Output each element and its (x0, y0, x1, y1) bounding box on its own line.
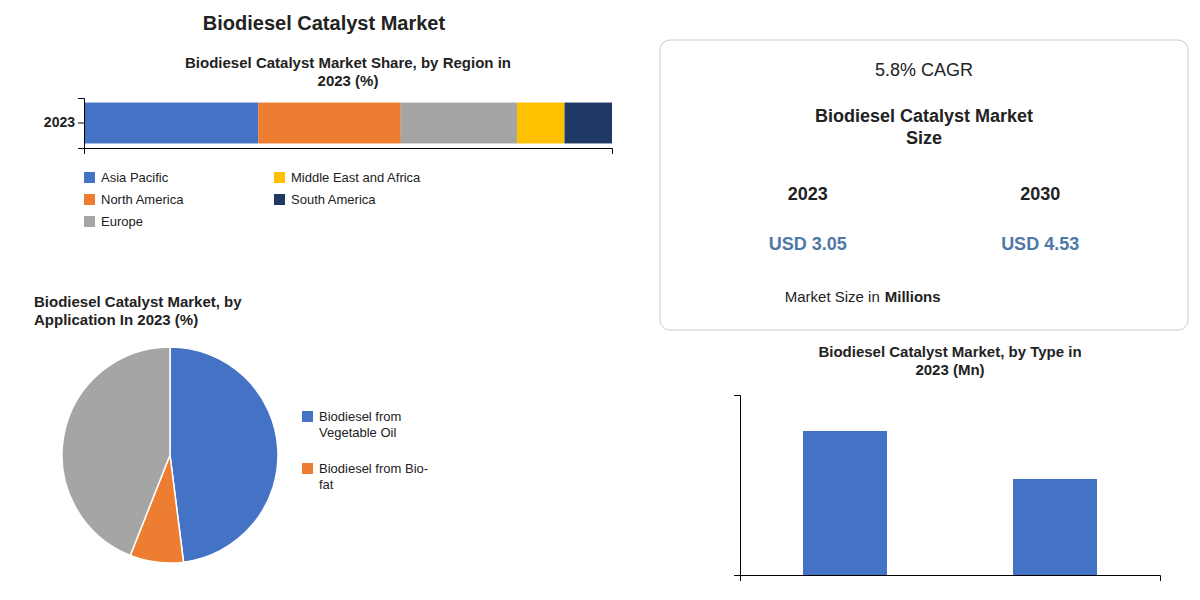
chart-title-line: Biodiesel Catalyst Market Share, by Regi… (185, 54, 511, 71)
chart-kpi: 5.8% CAGR Biodiesel Catalyst MarketSize 20… (660, 40, 1188, 330)
tick-mark (78, 123, 84, 124)
chart-title-line: Size (906, 128, 942, 148)
chart-svg: Biodiesel Catalyst MarketBiodiesel Catal… (0, 0, 1200, 600)
legend-swatch (302, 411, 313, 422)
bar-segment (564, 103, 612, 144)
legend-swatch (274, 194, 285, 205)
pie-slice (62, 347, 170, 555)
legend-swatch (84, 172, 95, 183)
legend-swatch (274, 172, 285, 183)
bar-segment (401, 103, 517, 144)
legend-label-line: Vegetable Oil (319, 425, 396, 440)
main-title: Biodiesel Catalyst Market (203, 12, 446, 34)
pie-slice (170, 347, 278, 562)
annotation: Millions (885, 288, 941, 305)
chart-title: Biodiesel Catalyst Market, byApplication… (34, 293, 242, 328)
legend-label-line: Biodiesel from Bio- (319, 461, 428, 476)
axis-line (78, 99, 85, 149)
legend: Biodiesel fromVegetable OilBiodiesel fro… (302, 409, 428, 492)
axis-line (734, 396, 741, 576)
legend-label: South America (291, 192, 376, 207)
legend-label: Biodiesel fromVegetable Oil (319, 409, 401, 440)
category-label: 2023 (788, 184, 828, 204)
annotation: Market Size in (785, 288, 880, 305)
legend-swatch (302, 463, 313, 474)
bar-segment (84, 103, 258, 144)
bar (803, 431, 887, 575)
chart-title-line: Biodiesel Catalyst Market (815, 106, 1033, 126)
legend-label: Middle East and Africa (291, 170, 421, 185)
legend-label: Biodiesel from Bio-fat (319, 461, 428, 492)
x-axis (85, 149, 613, 155)
legend: Asia Pacific North America Europe Middle Ea… (84, 170, 421, 229)
chart-title-line: Application In 2023 (%) (34, 311, 198, 328)
chart-title-line: Biodiesel Catalyst Market, by Type in (818, 343, 1081, 360)
y-axis: 2023 (44, 99, 85, 149)
data-label: USD 4.53 (1001, 234, 1079, 254)
subtitle: 5.8% CAGR (875, 60, 973, 80)
chart-bar: Biodiesel Catalyst Market Share, by Regi… (44, 54, 613, 229)
bar-segment (258, 103, 401, 144)
chart-bar: Biodiesel Catalyst Market, by Type in202… (734, 343, 1161, 581)
plot-area (62, 347, 278, 563)
category-label: 2030 (1020, 184, 1060, 204)
chart-title: Biodiesel Catalyst MarketSize (815, 106, 1033, 148)
bar (1013, 479, 1097, 575)
legend-label-line: fat (319, 477, 334, 492)
chart-pie: Biodiesel Catalyst Market, byApplication… (34, 293, 428, 563)
y-axis (734, 396, 741, 576)
legend-label-line: Biodiesel from (319, 409, 401, 424)
bar-segment (517, 103, 565, 144)
legend-label: Europe (101, 214, 143, 229)
chart-title-line: Biodiesel Catalyst Market, by (34, 293, 242, 310)
chart-title-line: 2023 (%) (318, 72, 379, 89)
legend-swatch (84, 216, 95, 227)
chart-title: Biodiesel Catalyst Market, by Type in202… (818, 343, 1081, 378)
chart-container: Biodiesel Catalyst MarketBiodiesel Catal… (0, 0, 1200, 600)
legend-label: Asia Pacific (101, 170, 169, 185)
data-label: USD 3.05 (769, 234, 847, 254)
chart-title: Biodiesel Catalyst Market Share, by Regi… (185, 54, 511, 89)
legend-label: North America (101, 192, 184, 207)
panel-box (660, 40, 1188, 330)
chart-title-line: 2023 (Mn) (915, 361, 984, 378)
plot-area (803, 431, 1097, 575)
legend-swatch (84, 194, 95, 205)
x-axis (741, 576, 1161, 582)
axis-line (741, 576, 1161, 582)
plot-area (84, 103, 612, 144)
tick: 2023 (44, 114, 84, 130)
axis-line (85, 149, 613, 155)
tick-label: 2023 (44, 114, 75, 130)
